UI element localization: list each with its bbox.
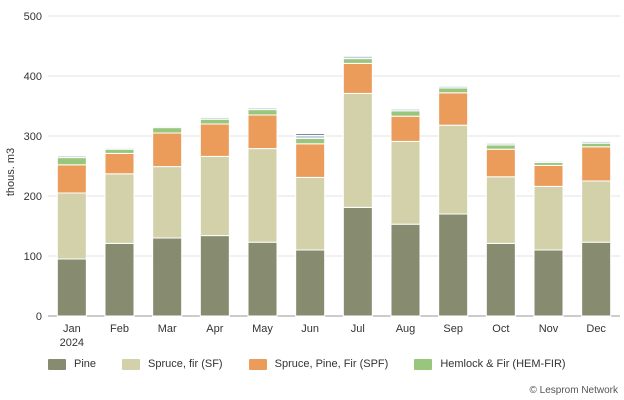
bar-may-series-3 <box>247 109 278 116</box>
bar-apr-series-2 <box>199 123 230 157</box>
legend-item-pine[interactable]: Pine <box>48 358 96 370</box>
bar-apr-series-1 <box>199 155 230 237</box>
bar-oct-series-2 <box>485 148 516 178</box>
legend-label-pine: Pine <box>74 358 97 370</box>
bar-aug-series-0 <box>390 223 421 317</box>
x-tick-label-sep: Sep <box>443 323 463 335</box>
y-tick-label-400: 400 <box>24 71 42 83</box>
bar-jan-series-0 <box>56 258 87 317</box>
bar-jan-series-1 <box>56 192 87 260</box>
bar-may-series-4 <box>247 107 278 111</box>
x-tick-label-dec: Dec <box>586 323 606 335</box>
bar-nov-series-4 <box>533 160 564 163</box>
bar-sep-series-4 <box>438 85 469 89</box>
bar-oct-series-0 <box>485 242 516 317</box>
bar-jul-series-2 <box>342 62 373 94</box>
bar-may-series-2 <box>247 114 278 150</box>
bar-mar-series-2 <box>152 132 183 168</box>
y-axis-title: thous. m3 <box>5 148 17 196</box>
legend-swatch-spruce-fir <box>122 358 141 370</box>
bar-jan-series-4 <box>56 155 87 159</box>
x-tick-label-aug: Aug <box>396 323 416 335</box>
bar-sep-series-3 <box>438 87 469 94</box>
bar-feb-series-1 <box>104 173 135 244</box>
bar-jun-series-5 <box>295 133 326 136</box>
y-tick-label-500: 500 <box>24 11 42 23</box>
bar-jun-series-2 <box>295 143 326 178</box>
bar-aug-series-1 <box>390 140 421 225</box>
bar-may-series-0 <box>247 241 278 317</box>
bar-dec-series-4 <box>581 140 612 144</box>
bar-apr-series-0 <box>199 235 230 317</box>
legend-swatch-pine <box>48 358 66 370</box>
bar-jul-series-1 <box>342 92 373 208</box>
bar-sep-series-0 <box>438 213 469 317</box>
bar-mar-series-1 <box>152 166 183 239</box>
legend-swatch-hem-fir <box>414 358 433 370</box>
bar-oct-series-4 <box>485 142 516 146</box>
bar-jun-series-0 <box>295 249 326 317</box>
x-tick-label-mar: Mar <box>158 323 177 335</box>
legend-label-hem-fir: Hemlock & Fir (HEM-FIR) <box>440 358 566 370</box>
x-tick-label-jun: Jun <box>301 323 319 335</box>
bar-dec-series-2 <box>581 146 612 182</box>
bar-aug-series-2 <box>390 115 421 142</box>
y-tick-label-200: 200 <box>24 191 42 203</box>
bar-feb-series-3 <box>104 148 135 154</box>
legend-item-hem-fir[interactable]: Hemlock & Fir (HEM-FIR) <box>414 358 566 370</box>
x-tick-label-apr: Apr <box>206 323 223 335</box>
bar-feb-series-2 <box>104 152 135 175</box>
bar-dec-series-3 <box>581 142 612 148</box>
x-tick-label-jan: Jan <box>63 323 81 335</box>
bar-feb-series-0 <box>104 242 135 317</box>
bar-jul-series-4 <box>342 55 373 60</box>
y-tick-label-300: 300 <box>24 131 42 143</box>
x-tick-label-jul: Jul <box>351 323 365 335</box>
legend: Pine Spruce, fir (SF) Spruce, Pine, Fir … <box>48 358 592 370</box>
bar-nov-series-1 <box>533 185 564 251</box>
bar-jun-series-1 <box>295 176 326 251</box>
credit-text[interactable]: © Lesprom Network <box>529 385 618 396</box>
bar-dec-series-1 <box>581 180 612 243</box>
bar-sep-series-1 <box>438 124 469 215</box>
bar-jan-series-2 <box>56 164 87 194</box>
bar-feb-series-4 <box>104 147 135 150</box>
bar-mar-series-3 <box>152 127 183 134</box>
legend-label-spruce-fir: Spruce, fir (SF) <box>148 358 223 370</box>
x-tick-label-nov: Nov <box>539 323 559 335</box>
legend-swatch-spf <box>248 358 267 370</box>
bar-mar-series-0 <box>152 237 183 317</box>
bar-jun-series-3 <box>295 137 326 145</box>
bar-apr-series-3 <box>199 118 230 125</box>
bar-mar-series-4 <box>152 125 183 129</box>
legend-item-spf[interactable]: Spruce, Pine, Fir (SPF) <box>248 358 389 370</box>
bar-jan-series-3 <box>56 157 87 166</box>
y-tick-label-0: 0 <box>36 311 42 323</box>
x-tick-sublabel-jan: 2024 <box>60 337 84 349</box>
legend-item-spruce-fir[interactable]: Spruce, fir (SF) <box>122 358 223 370</box>
bar-oct-series-3 <box>485 144 516 150</box>
bar-aug-series-4 <box>390 108 421 112</box>
bar-apr-series-4 <box>199 116 230 120</box>
bar-aug-series-3 <box>390 110 421 117</box>
bar-jul-series-0 <box>342 206 373 317</box>
bar-dec-series-0 <box>581 241 612 317</box>
bar-sep-series-2 <box>438 92 469 126</box>
bar-jul-series-3 <box>342 58 373 64</box>
bar-nov-series-2 <box>533 164 564 187</box>
x-tick-label-may: May <box>252 323 273 335</box>
x-tick-label-feb: Feb <box>110 323 129 335</box>
bar-nov-series-0 <box>533 249 564 317</box>
bar-may-series-1 <box>247 148 278 243</box>
bar-oct-series-1 <box>485 176 516 244</box>
legend-label-spf: Spruce, Pine, Fir (SPF) <box>274 358 389 370</box>
x-tick-label-oct: Oct <box>492 323 509 335</box>
y-tick-label-100: 100 <box>24 251 42 263</box>
